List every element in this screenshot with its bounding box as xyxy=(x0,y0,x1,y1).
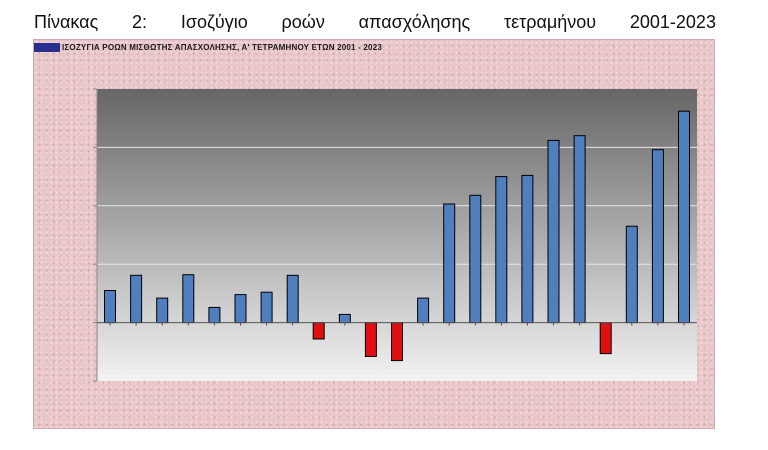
bar-2013 xyxy=(417,297,430,324)
chart-title: ΙΣΟΖΥΓΙΑ ΡΟΩΝ ΜΙΣΘΩΤΗΣ ΑΠΑΣΧΟΛΗΣΗΣ, Α' Τ… xyxy=(62,43,383,52)
bar-2010 xyxy=(338,313,351,324)
caption-word: απασχόλησης xyxy=(358,12,471,32)
bar-2019 xyxy=(573,135,586,324)
caption-label: Πίνακας xyxy=(34,12,99,32)
caption-word: ροών xyxy=(281,12,325,32)
chart-figure: ΙΣΟΖΥΓΙΑ ΡΟΩΝ ΜΙΣΘΩΤΗΣ ΑΠΑΣΧΟΛΗΣΗΣ, Α' Τ… xyxy=(33,39,715,429)
caption-word: τετραμήνου xyxy=(503,12,597,32)
legend-swatch-icon xyxy=(34,43,60,52)
caption-word: Ισοζύγιο xyxy=(180,12,248,32)
bar-2018 xyxy=(547,139,560,324)
bar-2012 xyxy=(391,322,403,362)
bar-2021 xyxy=(625,225,638,324)
bar-2005 xyxy=(208,306,221,324)
bar-2006 xyxy=(234,294,247,324)
bar-2020 xyxy=(599,322,612,355)
bar-2002 xyxy=(130,274,143,324)
bar-2007 xyxy=(260,291,273,324)
bar-2023 xyxy=(678,110,690,324)
chart-title-row: ΙΣΟΖΥΓΙΑ ΡΟΩΝ ΜΙΣΘΩΤΗΣ ΑΠΑΣΧΟΛΗΣΗΣ, Α' Τ… xyxy=(34,41,382,54)
caption-number: 2: xyxy=(132,12,148,32)
bar-2016 xyxy=(495,176,508,324)
bar-2022 xyxy=(651,149,664,324)
bar-2015 xyxy=(469,194,482,324)
bar-2014 xyxy=(443,203,456,324)
bar-2008 xyxy=(286,274,299,324)
bar-2004 xyxy=(182,274,195,324)
bar-2017 xyxy=(521,174,534,324)
caption-years: 2001-2023 xyxy=(629,12,716,32)
bar-2011 xyxy=(364,322,377,358)
bar-chart xyxy=(93,88,697,382)
bar-2001 xyxy=(104,290,116,324)
figure-caption: Πίνακας 2: Ισοζύγιο ροών απασχόλησης τετ… xyxy=(34,12,716,33)
bar-2003 xyxy=(156,297,169,324)
